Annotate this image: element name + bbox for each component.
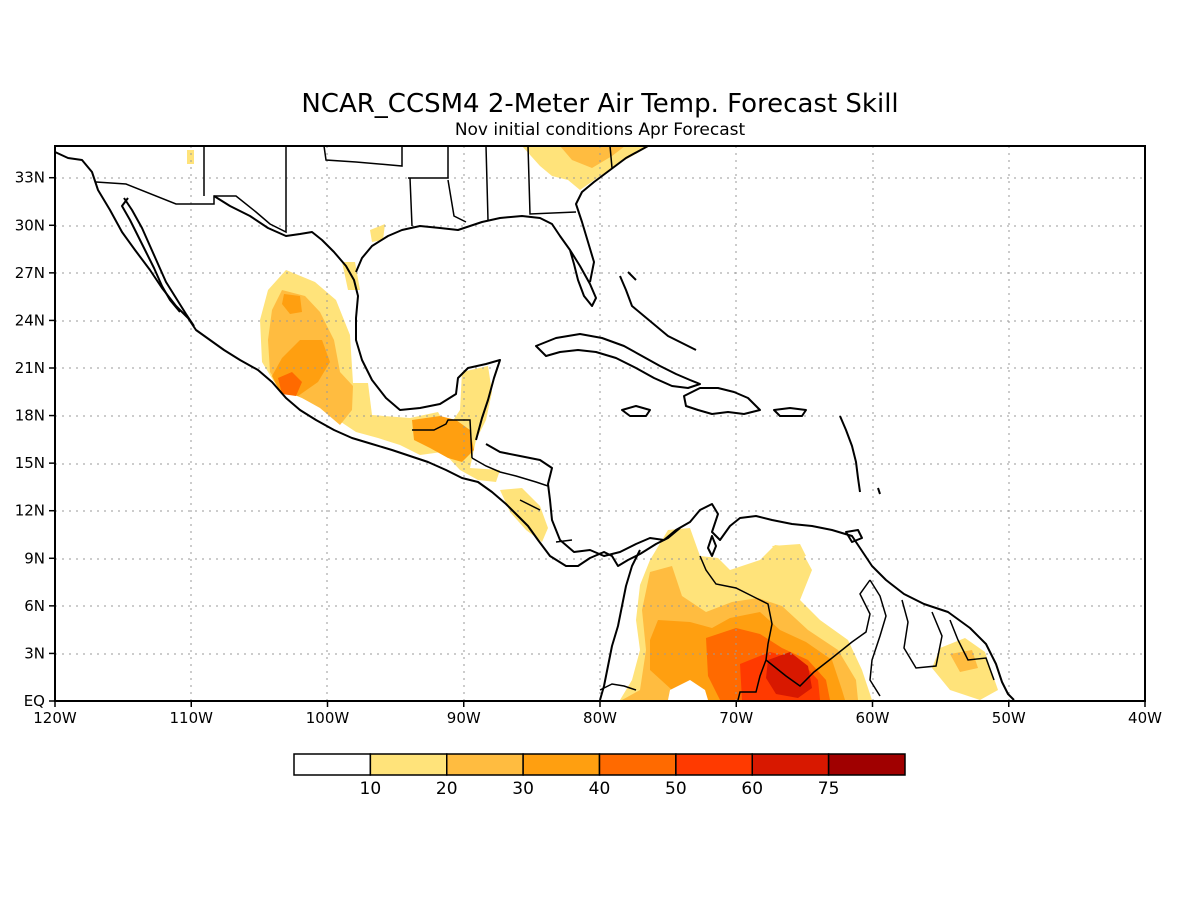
coastline-cuba: [535, 333, 701, 389]
coastline-trinidad: [845, 529, 863, 543]
border-us-states: [203, 145, 613, 227]
coastline-puerto-rico: [773, 407, 807, 417]
lat-tick-label: 24N: [15, 311, 45, 329]
colorbar-label: 75: [818, 779, 840, 799]
colorbar-swatch: [598, 753, 677, 776]
coastline-lake-maracaibo: [707, 535, 717, 557]
lon-tick-label: 100W: [306, 709, 350, 727]
plot-area: 120W 110W 100W 90W 80W 70W 60W 50W 40W EQ 3N 6N 9N 1…: [15, 145, 1162, 727]
lat-tick-label: 27N: [15, 264, 45, 282]
coastline-central-america-caribbean: [485, 443, 665, 557]
coastline-bahamas: [619, 271, 697, 351]
colorbar-label: 40: [589, 779, 611, 799]
coastline-baja-california: [121, 197, 195, 327]
coastline-south-america-pacific: [599, 549, 641, 701]
skill-region-mexico-40: [282, 294, 302, 314]
colorbar-swatch: [827, 753, 906, 776]
skill-region-central-america-10: [500, 488, 548, 542]
border-colombia-venezuela: [699, 555, 773, 701]
map-title: NCAR_CCSM4 2-Meter Air Temp. Forecast Sk…: [301, 89, 898, 119]
lon-tick-label: 60W: [856, 709, 890, 727]
lon-tick-label: 50W: [992, 709, 1026, 727]
lon-tick-label: 90W: [447, 709, 481, 727]
colorbar-swatch: [675, 753, 753, 776]
coastline-hispaniola: [683, 387, 761, 415]
border-venezuela-brazil: [765, 579, 871, 687]
map-subtitle: Nov initial conditions Apr Forecast: [455, 120, 746, 140]
colorbar: 10 20 30 40 50 60 75: [293, 753, 906, 799]
lon-tick-label: 80W: [583, 709, 617, 727]
border-us-mexico: [95, 146, 287, 234]
colorbar-swatch: [369, 753, 448, 776]
latitude-axis-labels: EQ 3N 6N 9N 12N 15N 18N 21N 24N 27N 30N 33N: [15, 169, 55, 710]
skill-region-guiana-20: [950, 650, 978, 672]
gridlines: [55, 146, 1145, 701]
skill-region-mexico-50: [278, 372, 302, 396]
lon-tick-label: 120W: [33, 709, 77, 727]
colorbar-label: 60: [741, 779, 763, 799]
coastlines: [54, 145, 1015, 701]
skill-region-louisiana-10: [370, 224, 385, 242]
lat-tick-label: 3N: [24, 644, 45, 662]
border-colombia-ecuador: [599, 683, 637, 691]
lat-tick-label: 15N: [15, 454, 45, 472]
skill-region-venezuela-north-10: [772, 544, 806, 560]
colorbar-label: 10: [360, 779, 382, 799]
lat-tick-label: 21N: [15, 359, 45, 377]
colorbar-label: 30: [512, 779, 534, 799]
colorbar-swatch: [293, 753, 372, 776]
coastline-lesser-antilles: [839, 415, 881, 495]
coastline-north-america-pacific: [54, 151, 681, 567]
lat-tick-label: 30N: [15, 216, 45, 234]
colorbar-swatch: [522, 753, 601, 776]
lat-tick-label: 9N: [24, 549, 45, 567]
lat-tick-label: 33N: [15, 169, 45, 187]
longitude-axis-labels: 120W 110W 100W 90W 80W 70W 60W 50W 40W: [33, 701, 1162, 727]
border-guyana-suriname: [869, 579, 995, 697]
skill-region-north-mexico-10: [187, 150, 194, 164]
colorbar-label: 20: [436, 779, 458, 799]
coastline-south-america-north: [663, 503, 1015, 701]
political-borders: [95, 145, 995, 701]
coastline-jamaica: [621, 405, 651, 417]
skill-region-southeast-us-10: [522, 146, 650, 190]
border-central-america: [471, 457, 573, 543]
colorbar-swatch: [751, 753, 830, 776]
coastline-gulf-us: [355, 215, 597, 307]
lon-tick-label: 70W: [719, 709, 753, 727]
coastline-mexico-gulf: [213, 195, 501, 441]
lat-tick-label: 18N: [15, 407, 45, 425]
lat-tick-label: 12N: [15, 502, 45, 520]
lat-tick-label: EQ: [24, 692, 45, 710]
colorbar-label: 50: [665, 779, 687, 799]
skill-region-colombia-white-hole: [668, 680, 708, 700]
coastline-atlantic-us: [575, 145, 649, 283]
skill-shading: [187, 146, 998, 700]
skill-region-guatemala-30: [412, 416, 474, 462]
border-guatemala-mexico: [412, 419, 473, 459]
plot-background: [55, 146, 1145, 701]
skill-region-southeast-us-20: [560, 146, 625, 168]
lon-tick-label: 40W: [1128, 709, 1162, 727]
lat-tick-label: 6N: [24, 597, 45, 615]
colorbar-swatch: [446, 753, 524, 776]
lon-tick-label: 110W: [170, 709, 214, 727]
